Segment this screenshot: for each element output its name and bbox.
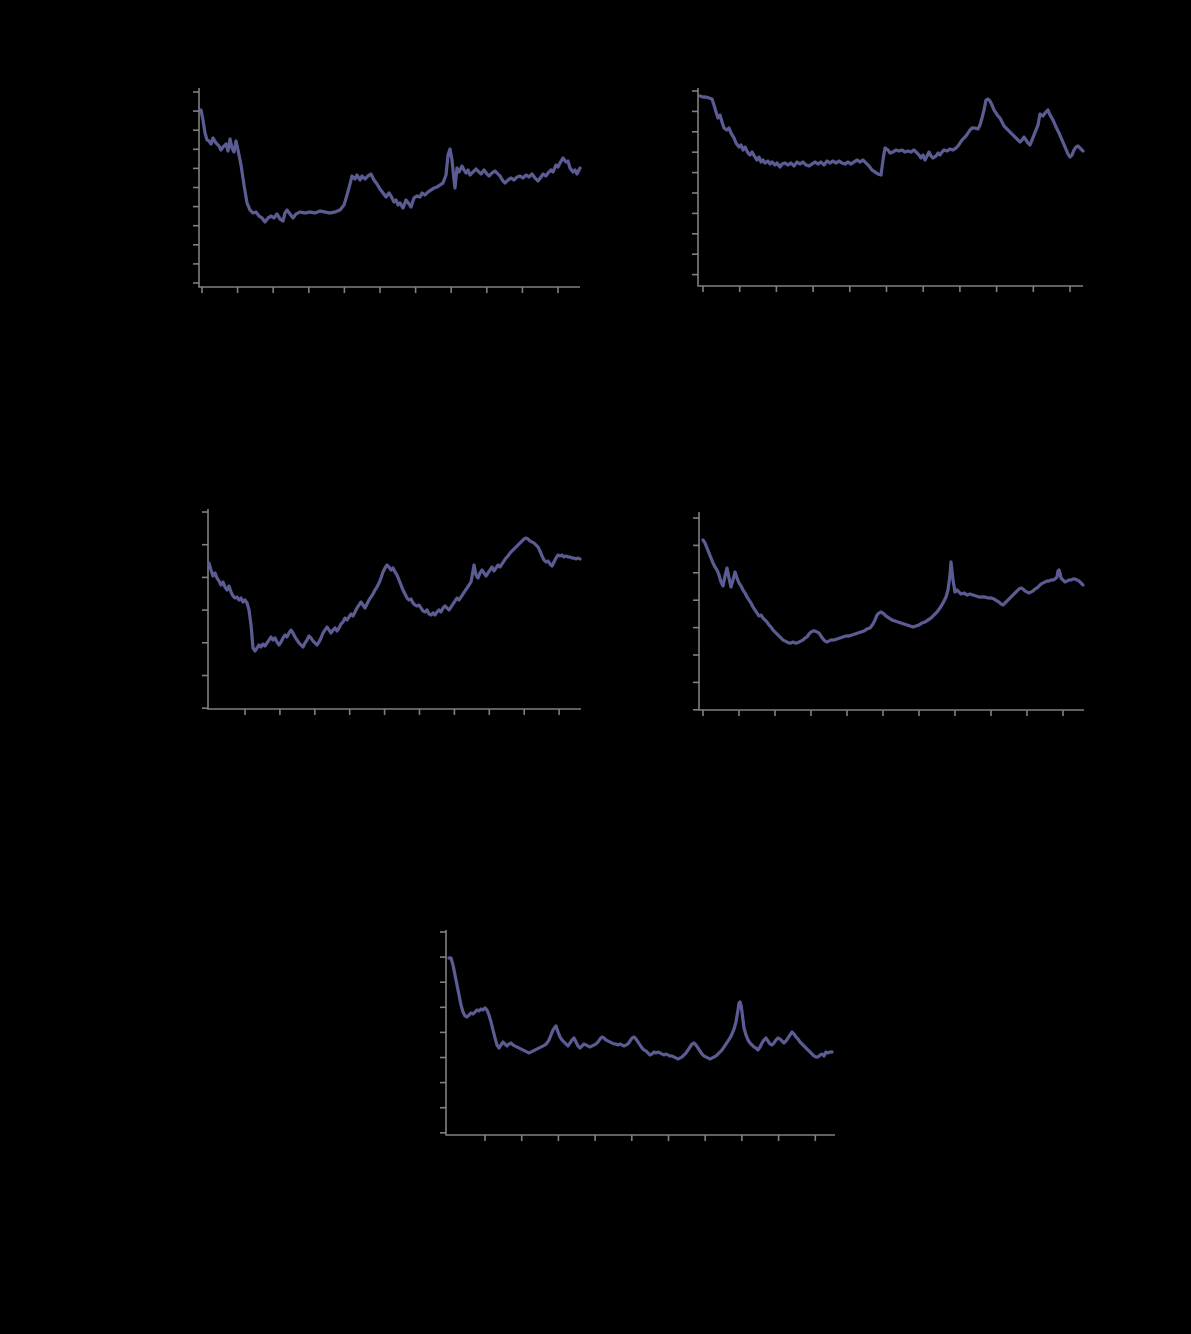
line-series bbox=[698, 94, 1085, 177]
chart-top-right bbox=[692, 88, 1085, 292]
axis-frame bbox=[198, 88, 580, 288]
line-series bbox=[207, 536, 582, 653]
line-series bbox=[447, 956, 834, 1061]
chart-middle-right bbox=[693, 512, 1085, 716]
axis-frame bbox=[445, 930, 835, 1136]
chart-bottom-center bbox=[440, 930, 835, 1141]
chart-top-left bbox=[193, 88, 582, 293]
chart-middle-left bbox=[202, 509, 582, 715]
line-series bbox=[701, 538, 1085, 645]
axis-frame bbox=[697, 88, 1083, 287]
line-series bbox=[199, 108, 582, 224]
